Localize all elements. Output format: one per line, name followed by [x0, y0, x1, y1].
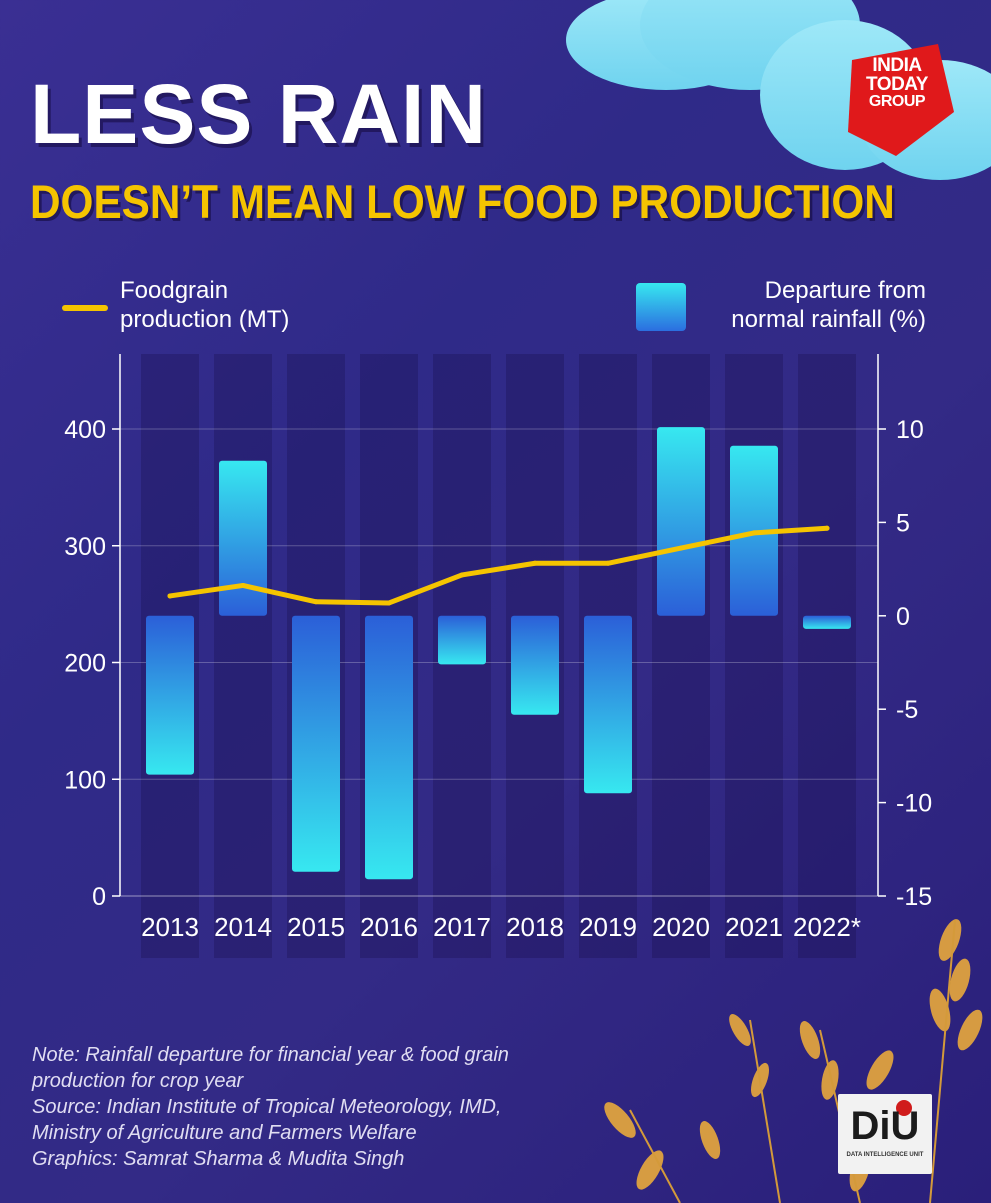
rainfall-bar [657, 427, 705, 616]
production-point [532, 560, 538, 566]
rainfall-bar [219, 460, 267, 616]
production-point [824, 525, 830, 531]
x-tick-label: 2022* [793, 912, 861, 942]
rainfall-bar [511, 615, 559, 715]
rainfall-production-chart: 0 100 200 300 400 -15 -10 -5 0 5 10 2013 2014 2015 201… [64, 354, 932, 958]
production-point [386, 600, 392, 606]
x-tick-label: 2019 [579, 912, 637, 942]
legend-line-swatch [62, 305, 108, 311]
india-today-logo [848, 44, 954, 156]
rainfall-bar [365, 615, 413, 880]
x-tick-label: 2018 [506, 912, 564, 942]
production-point [313, 599, 319, 605]
y-left-tick-label: 0 [92, 883, 106, 911]
production-point [459, 572, 465, 578]
y-left-tick-label: 200 [64, 650, 106, 678]
y-right-tick-label: 10 [896, 416, 924, 444]
y-right-tick-label: 0 [896, 603, 910, 631]
y-right-tick-label: -5 [896, 696, 918, 724]
source-line: Source: Indian Institute of Tropical Met… [32, 1096, 502, 1118]
production-point [751, 530, 757, 536]
note-line: Note: Rainfall departure for financial y… [32, 1044, 509, 1066]
production-point [167, 593, 173, 599]
diu-logo: DiU DATA INTELLIGENCE UNIT [838, 1094, 932, 1174]
column-band [798, 354, 856, 958]
y-right-tick-label: 5 [896, 509, 910, 537]
source-line: Ministry of Agriculture and Farmers Welf… [32, 1122, 417, 1144]
y-left-tick-label: 100 [64, 766, 106, 794]
legend-line-label: Foodgrain production (MT) [120, 277, 290, 333]
x-tick-label: 2021 [725, 912, 783, 942]
legend-bar-swatch [636, 283, 686, 331]
rainfall-bar [146, 615, 194, 775]
column-band [725, 354, 783, 958]
rainfall-bar [292, 615, 340, 872]
production-line [167, 525, 830, 606]
rainfall-bar [584, 615, 632, 794]
footnotes: Note: Rainfall departure for financial y… [32, 1042, 509, 1172]
diu-logo-dot [896, 1100, 912, 1116]
page-title: LESS RAIN [30, 67, 488, 161]
x-tick-label: 2017 [433, 912, 491, 942]
logo-wordmark: INDIA TODAY GROUP [866, 55, 928, 110]
y-left-tick-label: 300 [64, 533, 106, 561]
production-point [605, 560, 611, 566]
y-right-tick-label: -15 [896, 883, 932, 911]
rainfall-bar [803, 615, 851, 629]
x-tick-label: 2015 [287, 912, 345, 942]
page-subtitle: DOESN’T MEAN LOW FOOD PRODUCTION [30, 175, 895, 228]
production-point [678, 545, 684, 551]
x-tick-label: 2020 [652, 912, 710, 942]
x-tick-label: 2014 [214, 912, 272, 942]
legend-bar-label: Departure from normal rainfall (%) [731, 277, 926, 333]
y-right-tick-label: -10 [896, 790, 932, 818]
production-point [240, 582, 246, 588]
credits-line: Graphics: Samrat Sharma & Mudita Singh [32, 1148, 405, 1170]
x-tick-label: 2013 [141, 912, 199, 942]
x-tick-label: 2016 [360, 912, 418, 942]
column-band [214, 354, 272, 958]
y-left-tick-label: 400 [64, 416, 106, 444]
rainfall-bar [438, 615, 486, 665]
note-line: production for crop year [32, 1070, 244, 1092]
